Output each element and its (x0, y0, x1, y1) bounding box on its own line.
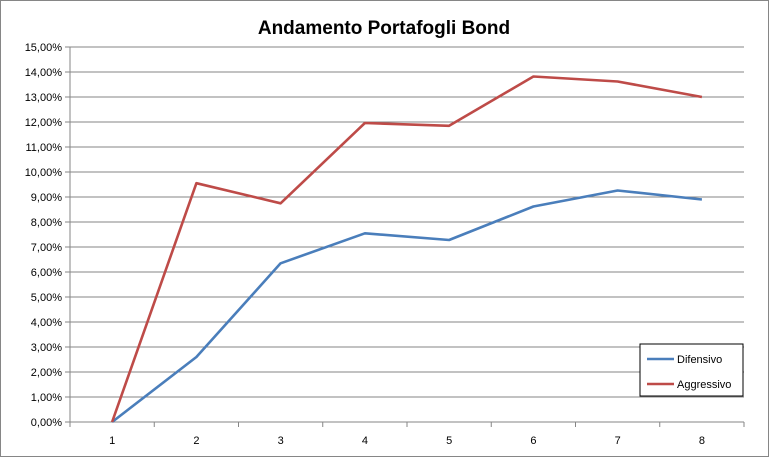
legend-box (639, 343, 744, 397)
y-tick-label: 15,00% (25, 42, 63, 54)
y-tick-label: 3,00% (31, 342, 62, 354)
x-axis-ticks: 1 2 3 4 5 6 7 8 (69, 422, 745, 447)
y-tick-label: 6,00% (31, 267, 62, 279)
y-tick-label: 13,00% (25, 92, 63, 104)
x-tick-label: 8 (699, 435, 705, 447)
y-tick-label: 1,00% (31, 392, 62, 404)
y-tick-label: 12,00% (25, 117, 63, 129)
series-lines (110, 75, 703, 424)
x-tick-label: 6 (530, 435, 536, 447)
x-tick-label: 7 (615, 435, 621, 447)
x-tick-label: 1 (109, 435, 115, 447)
y-tick-label: 8,00% (31, 217, 62, 229)
x-tick-label: 4 (362, 435, 368, 447)
chart-title: Andamento Portafogli Bond (258, 18, 510, 39)
x-tick-label: 5 (446, 435, 452, 447)
legend-label: Aggressivo (677, 379, 731, 391)
y-tick-label: 10,00% (25, 167, 63, 179)
y-tick-label: 11,00% (26, 142, 63, 154)
series-line-difensivo (111, 189, 703, 424)
y-tick-label: 2,00% (31, 367, 62, 379)
gridlines (70, 46, 744, 398)
series-line-aggressivo (110, 75, 703, 423)
legend: Difensivo Aggressivo (639, 343, 744, 397)
y-tick-label: 9,00% (31, 192, 62, 204)
y-tick-label: 5,00% (31, 292, 62, 304)
y-tick-label: 7,00% (31, 242, 62, 254)
x-tick-label: 3 (278, 435, 284, 447)
y-tick-label: 4,00% (31, 317, 62, 329)
y-tick-label: 14,00% (25, 67, 63, 79)
x-tick-label: 2 (193, 435, 199, 447)
legend-label: Difensivo (677, 354, 722, 366)
y-tick-label: 0,00% (31, 417, 62, 429)
y-axis-ticks: 0,00% 1,00% 2,00% 3,00% 4,00% 5,00% 6,00% 7,00%… (25, 42, 70, 429)
